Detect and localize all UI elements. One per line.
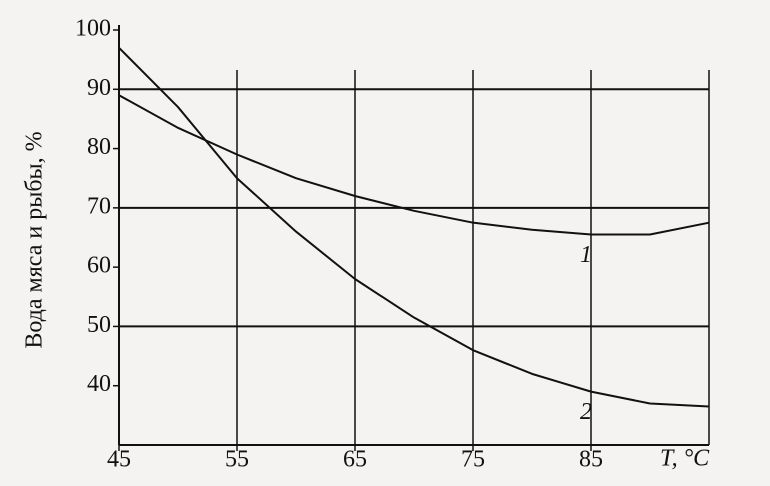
y-tick-label: 50 [87,312,111,338]
y-tick-label: 70 [87,193,111,219]
x-tick-label: 85 [579,447,603,473]
x-tick-label: 65 [343,447,367,473]
series-label: 1 [580,242,592,268]
y-tick-label: 40 [87,371,111,397]
x-axis-label: T, °C [660,446,710,472]
series-label: 2 [580,399,592,425]
x-tick-label: 75 [461,447,485,473]
y-tick-label: 100 [75,16,111,42]
x-tick-label: 55 [225,447,249,473]
y-tick-label: 60 [87,253,111,279]
y-axis-label: Вода мяса и рыбы, % [22,131,48,348]
y-tick-label: 80 [87,134,111,160]
line-series [118,94,710,236]
y-tick-label: 90 [87,75,111,101]
x-tick-label: 45 [107,447,131,473]
line-series [118,47,710,408]
